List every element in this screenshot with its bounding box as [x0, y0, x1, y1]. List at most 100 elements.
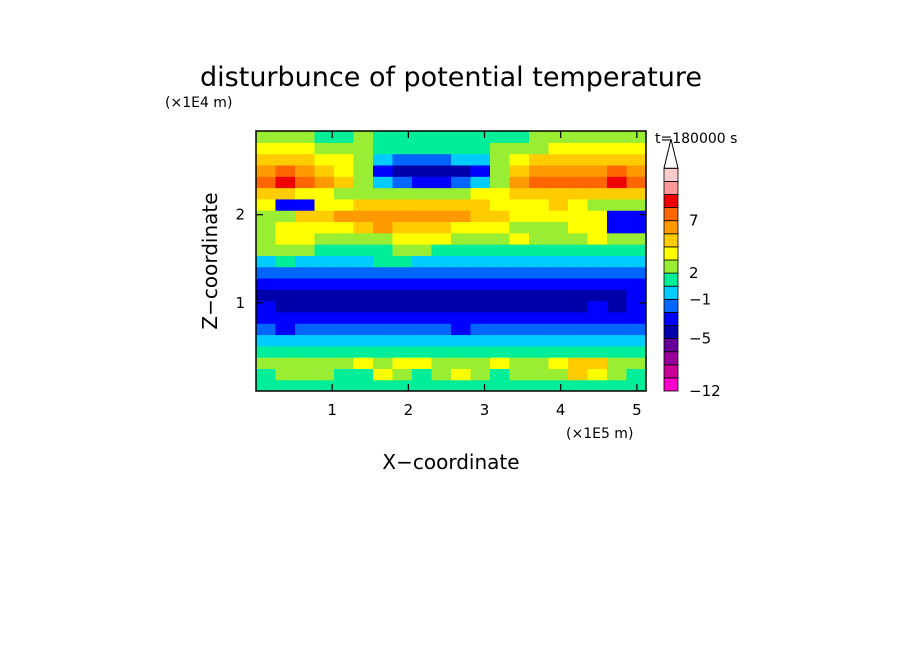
- heatmap-cell: [334, 357, 355, 369]
- heatmap-cell: [470, 368, 491, 381]
- heatmap-cell: [587, 345, 608, 358]
- heatmap-cell: [373, 379, 394, 391]
- heatmap-cell: [373, 176, 394, 189]
- heatmap-cell: [490, 345, 511, 358]
- heatmap-cell: [587, 232, 608, 245]
- heatmap-cell: [548, 368, 569, 381]
- heatmap-cell: [295, 345, 316, 358]
- heatmap-cell: [392, 142, 413, 155]
- heatmap-cell: [509, 221, 530, 234]
- heatmap-cell: [314, 300, 335, 313]
- heatmap-cell: [568, 244, 589, 256]
- heatmap-cell: [548, 153, 569, 166]
- heatmap-cell: [373, 300, 394, 313]
- heatmap-cell: [256, 142, 277, 155]
- heatmap-cell: [314, 379, 335, 391]
- heatmap-cell: [470, 300, 491, 313]
- heatmap-cell: [470, 131, 491, 143]
- heatmap-cell: [256, 198, 277, 211]
- heatmap-cell: [451, 357, 472, 369]
- heatmap-cell: [626, 311, 646, 324]
- colorbar: −12−5−127: [663, 139, 721, 400]
- heatmap-cell: [353, 368, 374, 381]
- heatmap-cell: [626, 300, 646, 313]
- heatmap-cell: [587, 289, 608, 302]
- heatmap-cell: [626, 357, 646, 369]
- heatmap-cell: [548, 300, 569, 313]
- heatmap-cell: [334, 323, 355, 336]
- heatmap-cell: [275, 176, 296, 189]
- heatmap-cell: [373, 289, 394, 302]
- heatmap-cell: [275, 244, 296, 256]
- x-unit-label: (×1E5 m): [566, 426, 633, 442]
- heatmap-cell: [568, 131, 589, 143]
- heatmap-cell: [314, 142, 335, 155]
- heatmap-cell: [587, 176, 608, 189]
- heatmap-cell: [451, 153, 472, 166]
- heatmap-cell: [373, 266, 394, 279]
- heatmap-cell: [295, 153, 316, 166]
- heatmap-cell: [587, 334, 608, 347]
- heatmap-cell: [256, 164, 277, 177]
- heatmap-cell: [373, 334, 394, 347]
- colorbar-label: −1: [689, 290, 711, 308]
- heatmap-cell: [314, 221, 335, 234]
- heatmap-cell: [470, 232, 491, 245]
- heatmap-cell: [314, 164, 335, 177]
- heatmap-cell: [392, 323, 413, 336]
- heatmap-cell: [334, 311, 355, 324]
- heatmap-cell: [256, 187, 277, 200]
- heatmap-cell: [275, 266, 296, 279]
- heatmap-cell: [412, 300, 433, 313]
- heatmap-cell: [334, 300, 355, 313]
- heatmap-cell: [490, 368, 511, 381]
- heatmap-cell: [412, 266, 433, 279]
- heatmap-cell: [256, 277, 277, 290]
- heatmap-cell: [334, 379, 355, 391]
- heatmap-cell: [256, 244, 277, 256]
- heatmap-cell: [392, 266, 413, 279]
- heatmap-cell: [607, 164, 628, 177]
- heatmap-cell: [275, 345, 296, 358]
- heatmap-cell: [353, 277, 374, 290]
- heatmap-cell: [353, 142, 374, 155]
- heatmap-cell: [392, 300, 413, 313]
- heatmap-cell: [373, 131, 394, 143]
- heatmap-cell: [490, 323, 511, 336]
- heatmap-cell: [548, 311, 569, 324]
- heatmap-cell: [451, 244, 472, 256]
- heatmap-cell: [295, 323, 316, 336]
- heatmap-cell: [470, 266, 491, 279]
- heatmap-cell: [275, 277, 296, 290]
- heatmap-cell: [451, 323, 472, 336]
- heatmap-cell: [431, 255, 452, 268]
- heatmap-cell: [256, 266, 277, 279]
- heatmap-cell: [412, 153, 433, 166]
- colorbar-bin: [663, 351, 679, 366]
- heatmap-cell: [548, 334, 569, 347]
- heatmap-cell: [295, 277, 316, 290]
- colorbar-bin: [663, 194, 679, 209]
- heatmap-cell: [275, 164, 296, 177]
- heatmap-cell: [431, 244, 452, 256]
- heatmap-cell: [373, 221, 394, 234]
- heatmap-cell: [275, 131, 296, 143]
- heatmap-cell: [275, 221, 296, 234]
- y-tick-label: 2: [235, 206, 245, 224]
- heatmap-cell: [314, 357, 335, 369]
- heatmap-cell: [275, 232, 296, 245]
- heatmap-cell: [529, 300, 550, 313]
- heatmap-cell: [392, 379, 413, 391]
- heatmap-cell: [256, 379, 277, 391]
- heatmap-cell: [509, 131, 530, 143]
- heatmap-cell: [607, 176, 628, 189]
- colorbar-bin: [663, 338, 679, 353]
- heatmap-cell: [334, 131, 355, 143]
- heatmap-cell: [548, 255, 569, 268]
- heatmap-cell: [568, 323, 589, 336]
- heatmap-cell: [490, 357, 511, 369]
- heatmap-cell: [392, 198, 413, 211]
- heatmap-cell: [490, 266, 511, 279]
- heatmap-cell: [548, 210, 569, 223]
